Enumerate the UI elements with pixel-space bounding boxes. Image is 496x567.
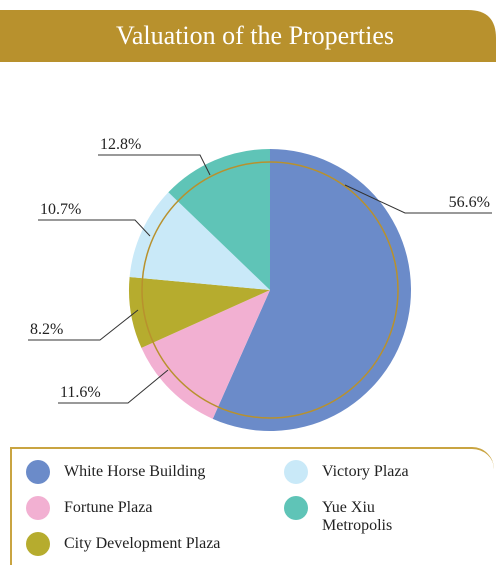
data-label: 11.6% [60,384,101,401]
pie-slice [141,290,270,419]
data-label: 10.7% [40,201,81,218]
legend: White Horse Building Fortune Plaza City De… [10,447,494,565]
inner-ring [141,161,399,419]
legend-item: Victory Plaza [284,460,496,484]
data-label: 12.8% [100,136,141,153]
leader-line [58,369,169,404]
pie-slice [129,276,270,348]
leader-line [28,309,139,341]
legend-swatch [284,460,308,484]
legend-item: Yue Xiu Metropolis [284,496,424,535]
legend-label: City Development Plaza [64,535,221,552]
pie-slice [212,149,411,431]
legend-item: White Horse Building [26,460,246,484]
legend-label: Fortune Plaza [64,499,153,516]
leader-line [98,154,211,176]
title-band [0,10,496,62]
chart-title: Valuation of the Properties [116,21,394,50]
legend-label: White Horse Building [64,463,206,480]
data-label: 8.2% [30,321,63,338]
legend-item: Fortune Plaza [26,496,246,520]
legend-item: City Development Plaza [26,532,246,556]
leader-line [38,219,151,237]
leader-line [344,184,492,214]
legend-swatch [26,532,50,556]
legend-label: Victory Plaza [322,463,409,480]
legend-swatch [284,496,308,520]
legend-swatch [26,460,50,484]
legend-label: Yue Xiu Metropolis [322,499,393,534]
data-label: 56.6% [449,194,490,211]
pie-slice [168,149,270,290]
legend-swatch [26,496,50,520]
